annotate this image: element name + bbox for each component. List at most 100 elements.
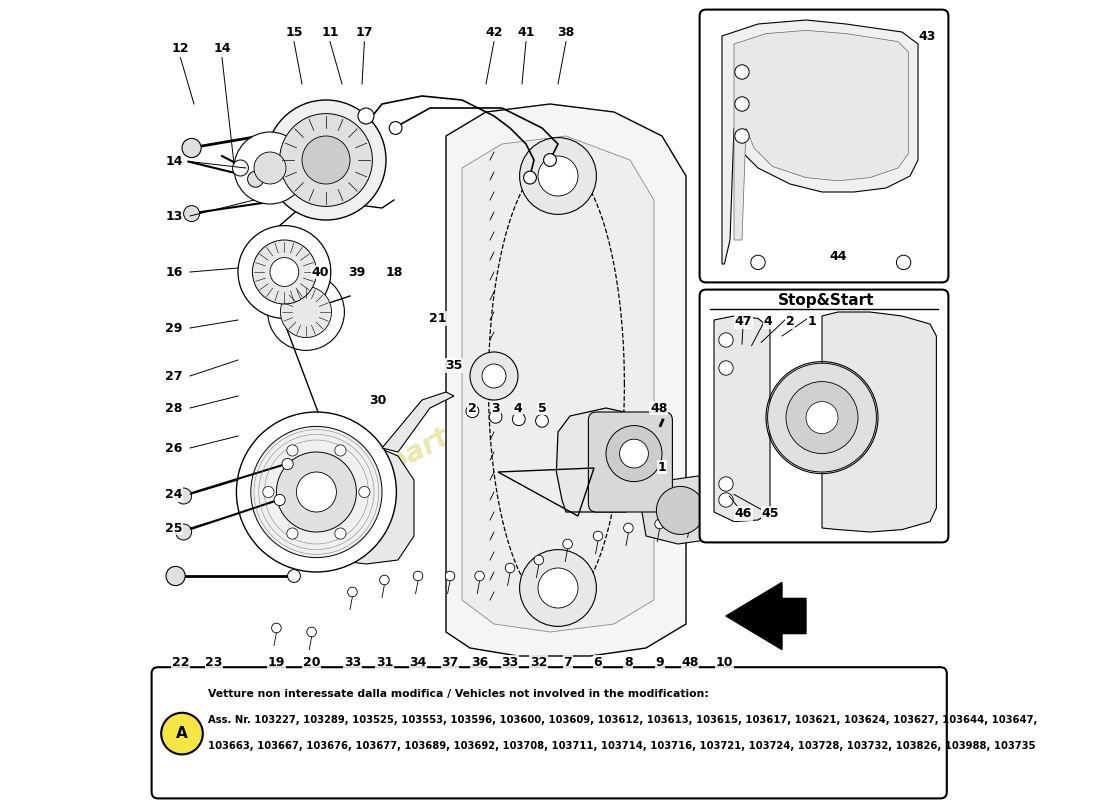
- Text: 37: 37: [441, 656, 459, 669]
- Text: 45: 45: [761, 507, 779, 520]
- Text: 7: 7: [563, 656, 572, 669]
- Circle shape: [896, 255, 911, 270]
- Text: 16: 16: [165, 266, 183, 278]
- Circle shape: [718, 493, 734, 507]
- Text: 42: 42: [485, 26, 503, 38]
- Text: Vetture non interessate dalla modifica / Vehicles not involved in the modificati: Vetture non interessate dalla modifica /…: [208, 690, 710, 699]
- Circle shape: [624, 523, 634, 533]
- Circle shape: [466, 405, 478, 418]
- Circle shape: [563, 539, 572, 549]
- Text: 22: 22: [172, 656, 189, 669]
- Polygon shape: [726, 582, 806, 650]
- Circle shape: [182, 138, 201, 158]
- Text: 12: 12: [172, 42, 189, 54]
- Circle shape: [274, 494, 285, 506]
- Circle shape: [524, 171, 537, 184]
- Circle shape: [254, 152, 286, 184]
- Circle shape: [490, 410, 502, 423]
- Circle shape: [162, 713, 202, 754]
- Text: 3: 3: [492, 402, 499, 414]
- Text: 41: 41: [517, 26, 535, 38]
- Circle shape: [505, 563, 515, 573]
- Text: 8: 8: [624, 656, 632, 669]
- Text: 48: 48: [681, 656, 698, 669]
- Text: 36: 36: [471, 656, 488, 669]
- Polygon shape: [714, 316, 770, 522]
- Circle shape: [248, 171, 264, 187]
- Text: 35: 35: [446, 359, 463, 372]
- Text: 40: 40: [311, 266, 329, 278]
- Circle shape: [287, 528, 298, 539]
- Circle shape: [657, 486, 704, 534]
- Text: 15: 15: [285, 26, 303, 38]
- Text: 33: 33: [502, 656, 518, 669]
- Circle shape: [236, 412, 396, 572]
- Circle shape: [718, 361, 734, 375]
- Circle shape: [307, 627, 317, 637]
- Circle shape: [718, 477, 734, 491]
- Circle shape: [176, 524, 191, 540]
- Circle shape: [166, 566, 185, 586]
- Text: 39: 39: [348, 266, 365, 278]
- Circle shape: [735, 97, 749, 111]
- Circle shape: [786, 382, 858, 454]
- FancyBboxPatch shape: [588, 412, 672, 512]
- Circle shape: [619, 439, 648, 468]
- Circle shape: [280, 286, 331, 338]
- Text: 47: 47: [735, 315, 752, 328]
- Text: 9: 9: [656, 656, 664, 669]
- Text: 10: 10: [716, 656, 733, 669]
- Text: 44: 44: [829, 250, 847, 262]
- Polygon shape: [318, 444, 414, 564]
- FancyBboxPatch shape: [700, 10, 948, 282]
- Text: 28: 28: [165, 402, 183, 414]
- Circle shape: [232, 160, 249, 176]
- Circle shape: [282, 458, 294, 470]
- Circle shape: [470, 352, 518, 400]
- Circle shape: [519, 138, 596, 214]
- Circle shape: [276, 452, 356, 532]
- Circle shape: [272, 623, 282, 633]
- Text: 23: 23: [206, 656, 222, 669]
- Text: 103663, 103667, 103676, 103677, 103689, 103692, 103708, 103711, 103714, 103716, : 103663, 103667, 103676, 103677, 103689, …: [208, 741, 1036, 750]
- Text: classic parts since 1985: classic parts since 1985: [283, 332, 625, 532]
- Text: 33: 33: [344, 656, 361, 669]
- Circle shape: [334, 445, 346, 456]
- Circle shape: [538, 568, 578, 608]
- Circle shape: [735, 129, 749, 143]
- Circle shape: [718, 333, 734, 347]
- Text: 17: 17: [355, 26, 373, 38]
- Text: Stop&Start: Stop&Start: [778, 294, 874, 308]
- Text: 48: 48: [650, 402, 668, 414]
- Circle shape: [238, 226, 331, 318]
- Circle shape: [334, 528, 346, 539]
- Circle shape: [270, 258, 299, 286]
- Polygon shape: [722, 20, 918, 264]
- Polygon shape: [822, 312, 936, 532]
- Text: 18: 18: [385, 266, 403, 278]
- Circle shape: [184, 206, 199, 222]
- Circle shape: [379, 575, 389, 585]
- Circle shape: [287, 570, 300, 582]
- Text: 2: 2: [468, 402, 476, 414]
- Circle shape: [358, 108, 374, 124]
- Circle shape: [296, 472, 337, 512]
- Circle shape: [519, 550, 596, 626]
- Circle shape: [513, 413, 525, 426]
- Circle shape: [538, 156, 578, 196]
- Circle shape: [266, 100, 386, 220]
- Polygon shape: [642, 476, 718, 544]
- Circle shape: [279, 114, 373, 206]
- Circle shape: [263, 486, 274, 498]
- Circle shape: [719, 507, 729, 517]
- Text: 1: 1: [808, 315, 817, 328]
- Text: 31: 31: [376, 656, 393, 669]
- Text: 5: 5: [538, 402, 547, 414]
- Circle shape: [806, 402, 838, 434]
- Circle shape: [348, 587, 358, 597]
- Text: 6: 6: [594, 656, 603, 669]
- Circle shape: [176, 488, 191, 504]
- Polygon shape: [462, 136, 654, 632]
- Polygon shape: [446, 104, 686, 656]
- Circle shape: [252, 240, 317, 304]
